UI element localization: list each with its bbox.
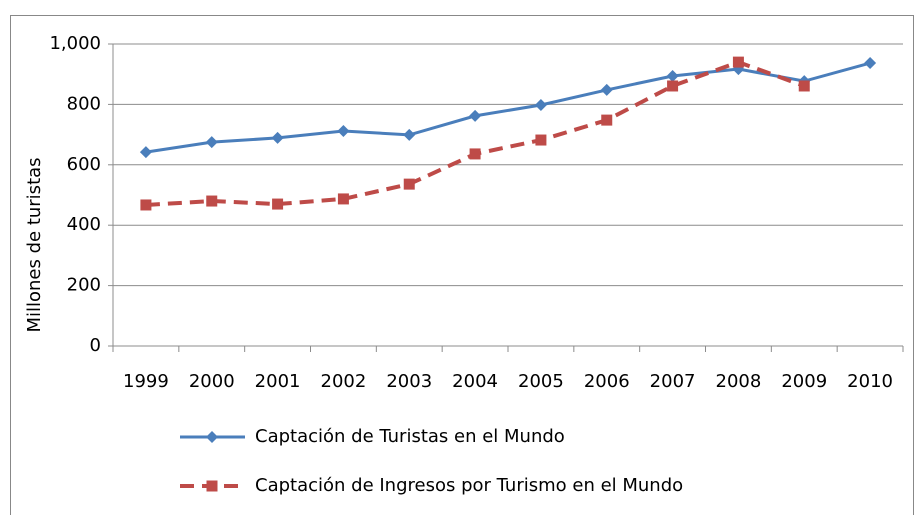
data-point	[601, 114, 613, 126]
data-point	[271, 131, 284, 144]
x-tick-label: 2009	[781, 371, 827, 392]
legend-label: Captación de Turistas en el Mundo	[255, 426, 565, 447]
legend-marker	[206, 480, 218, 492]
series-line	[145, 61, 871, 154]
data-point	[666, 70, 679, 83]
data-point	[469, 148, 481, 160]
data-point	[534, 99, 547, 112]
data-point	[864, 57, 877, 70]
x-tick-label: 2005	[518, 371, 564, 392]
x-tick-label: 2000	[189, 371, 235, 392]
data-point	[140, 199, 152, 211]
x-tick-label: 2006	[584, 371, 630, 392]
x-tick-label: 2007	[650, 371, 696, 392]
x-tick-label: 2004	[452, 371, 498, 392]
data-point	[403, 128, 416, 141]
legend-label: Captación de Ingresos por Turismo en el …	[255, 475, 683, 496]
data-point	[272, 198, 284, 210]
x-tick-label: 1999	[123, 371, 169, 392]
data-point	[206, 195, 218, 207]
y-tick-label: 600	[67, 154, 101, 175]
x-tick-label: 2002	[321, 371, 367, 392]
data-point	[469, 109, 482, 122]
data-point	[205, 136, 218, 149]
y-tick-label: 400	[67, 214, 101, 235]
y-tick-label: 800	[67, 93, 101, 114]
chart-border	[10, 15, 914, 515]
data-point	[403, 178, 415, 190]
legend-marker	[206, 431, 218, 443]
x-tick-label: 2003	[386, 371, 432, 392]
data-point	[535, 134, 547, 146]
y-tick-label: 1,000	[49, 33, 101, 54]
x-tick-label: 2008	[716, 371, 762, 392]
data-point	[337, 124, 350, 137]
data-point	[337, 193, 349, 205]
data-point	[732, 56, 744, 68]
data-point	[600, 83, 613, 96]
data-point	[139, 146, 152, 159]
y-axis-label: Millones de turistas	[24, 157, 45, 332]
x-tick-label: 2001	[255, 371, 301, 392]
y-tick-label: 200	[67, 275, 101, 296]
y-tick-label: 0	[90, 335, 101, 356]
data-point	[798, 80, 810, 92]
data-point	[667, 80, 679, 92]
x-tick-label: 2010	[847, 371, 893, 392]
